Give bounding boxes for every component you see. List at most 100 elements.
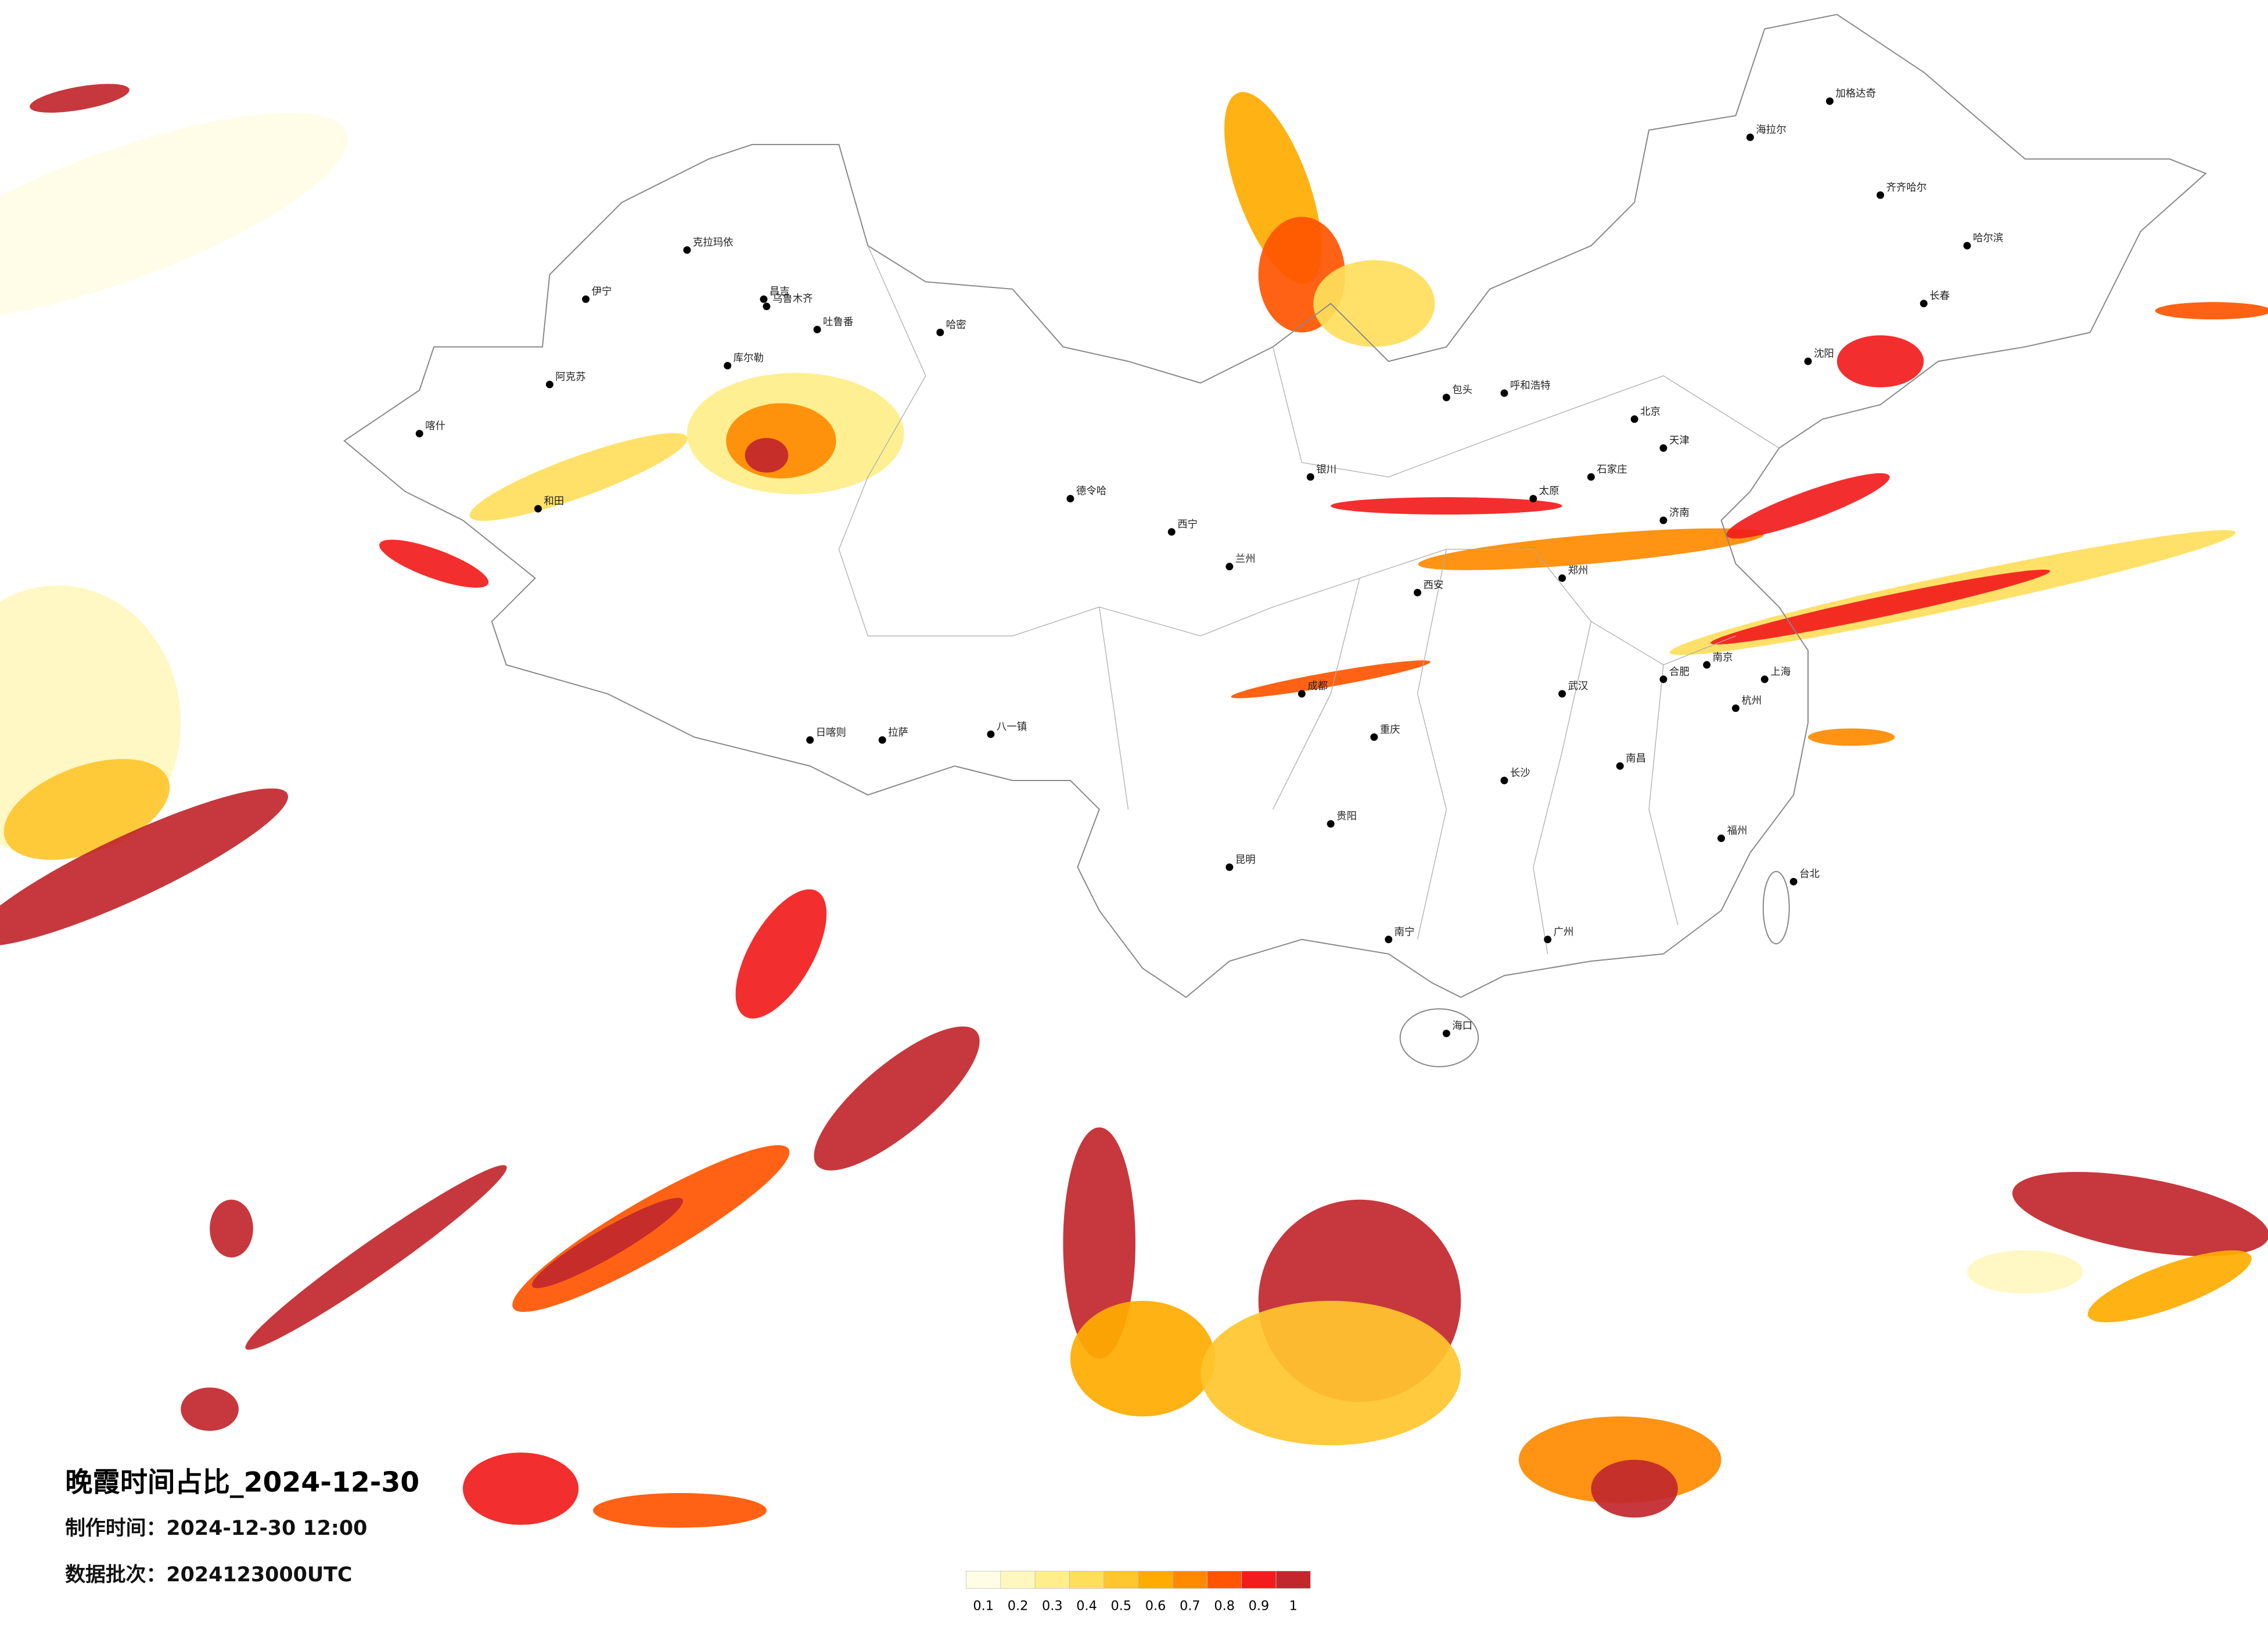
city-label: 海口 [1452, 1020, 1472, 1032]
city-label: 和田 [544, 496, 564, 508]
city-dot [1789, 877, 1798, 886]
city-label: 哈密 [946, 319, 966, 331]
heat-blob [745, 438, 789, 473]
heat-blob [1331, 497, 1562, 515]
city-label: 库尔勒 [734, 352, 764, 364]
colorbar-box [1104, 1571, 1139, 1589]
hainan-outline [1399, 1008, 1479, 1067]
city-dot [415, 430, 423, 438]
city-dot [1825, 97, 1834, 105]
taiwan-outline [1762, 870, 1790, 945]
made-time: 制作时间：2024-12-30 12:00 [65, 1517, 367, 1540]
city-dot [1732, 704, 1739, 713]
heat-blob [462, 1452, 579, 1525]
heat-blob [2012, 1172, 2268, 1257]
city-dot [1225, 563, 1234, 571]
city-dot [1370, 733, 1378, 741]
colorbar-box [1138, 1571, 1173, 1589]
heat-blob [1063, 1127, 1135, 1359]
country-outline [343, 13, 2207, 998]
city-dot [1529, 495, 1537, 503]
heat-blob [735, 889, 827, 1019]
city-dot [534, 505, 542, 513]
city-label: 西安 [1424, 580, 1444, 591]
city-label: 济南 [1669, 508, 1690, 519]
heat-blob [1201, 1301, 1461, 1445]
heat-blob [1726, 473, 1890, 539]
colorbar-box [966, 1571, 1001, 1589]
colorbar-label: 0.6 [1145, 1599, 1166, 1614]
city-dot [1616, 762, 1624, 770]
heat-blob [1836, 335, 1924, 388]
city-label: 上海 [1770, 666, 1791, 678]
city-label: 阿克苏 [555, 372, 585, 383]
city-label: 贵阳 [1336, 811, 1357, 822]
city-label: 包头 [1452, 384, 1472, 396]
city-dot [763, 303, 771, 311]
city-label: 拉萨 [888, 727, 908, 739]
heat-blob [1070, 1301, 1215, 1417]
city-dot [878, 736, 886, 744]
colorbar-box [1000, 1571, 1036, 1589]
city-label: 杭州 [1741, 695, 1762, 707]
city-label: 日喀则 [816, 727, 846, 739]
heat-blob [1231, 660, 1430, 699]
city-label: 重庆 [1380, 724, 1400, 736]
heat-blob [1808, 728, 1895, 746]
city-label: 银川 [1316, 464, 1336, 476]
city-label: 福州 [1727, 825, 1748, 837]
city-dot [1963, 242, 1971, 250]
city-label: 石家庄 [1597, 464, 1627, 476]
city-label: 乌鲁木齐 [772, 293, 813, 305]
heat-blob [1710, 569, 2050, 645]
colorbar-box [1275, 1571, 1311, 1589]
city-dot [1297, 690, 1306, 698]
city-label: 西宁 [1177, 519, 1198, 530]
city-label: 台北 [1799, 869, 1820, 880]
city-label: 德令哈 [1076, 485, 1106, 497]
colorbar-box [1069, 1571, 1105, 1589]
colorbar-box [1034, 1571, 1070, 1589]
city-dot [987, 730, 995, 738]
city-dot [1746, 133, 1754, 141]
heat-blob [2155, 302, 2268, 320]
colorbar-label: 0.7 [1180, 1599, 1201, 1614]
heat-blob [469, 433, 688, 521]
heat-blob [593, 1493, 767, 1528]
city-label: 昌吉 [770, 286, 790, 298]
city-label: 成都 [1307, 681, 1328, 692]
heat-blob [210, 1199, 253, 1258]
city-label: 兰州 [1235, 553, 1256, 565]
city-dot [683, 246, 691, 254]
city-label: 南京 [1713, 652, 1733, 663]
city-label: 长沙 [1510, 768, 1530, 779]
heat-blob [379, 539, 489, 588]
heat-blob [30, 84, 130, 113]
city-dot [1659, 516, 1667, 524]
city-dot [1760, 675, 1769, 684]
city-label: 喀什 [425, 420, 445, 432]
heat-blob [181, 1387, 239, 1431]
heat-blob [1313, 260, 1435, 347]
city-label: 合肥 [1669, 666, 1690, 678]
city-dot [1442, 393, 1450, 401]
colorbar-label: 0.5 [1111, 1599, 1132, 1614]
city-dot [1920, 300, 1928, 308]
city-label: 齐齐哈尔 [1886, 182, 1927, 194]
heat-blob [531, 1197, 683, 1289]
title: 晚霞时间占比_2024-12-30 [65, 1467, 419, 1499]
city-dot [806, 736, 814, 744]
city-dot [1327, 820, 1335, 828]
city-dot [1659, 675, 1667, 684]
colorbar-label: 0.4 [1076, 1599, 1097, 1614]
city-label: 昆明 [1235, 854, 1256, 866]
city-dot [1877, 191, 1885, 199]
heat-blob [1418, 528, 1764, 570]
city-label: 克拉玛依 [693, 237, 734, 249]
heat-blob [1591, 1459, 1678, 1518]
batch: 数据批次：2024123000UTC [65, 1563, 352, 1587]
colorbar-box [1172, 1571, 1207, 1589]
